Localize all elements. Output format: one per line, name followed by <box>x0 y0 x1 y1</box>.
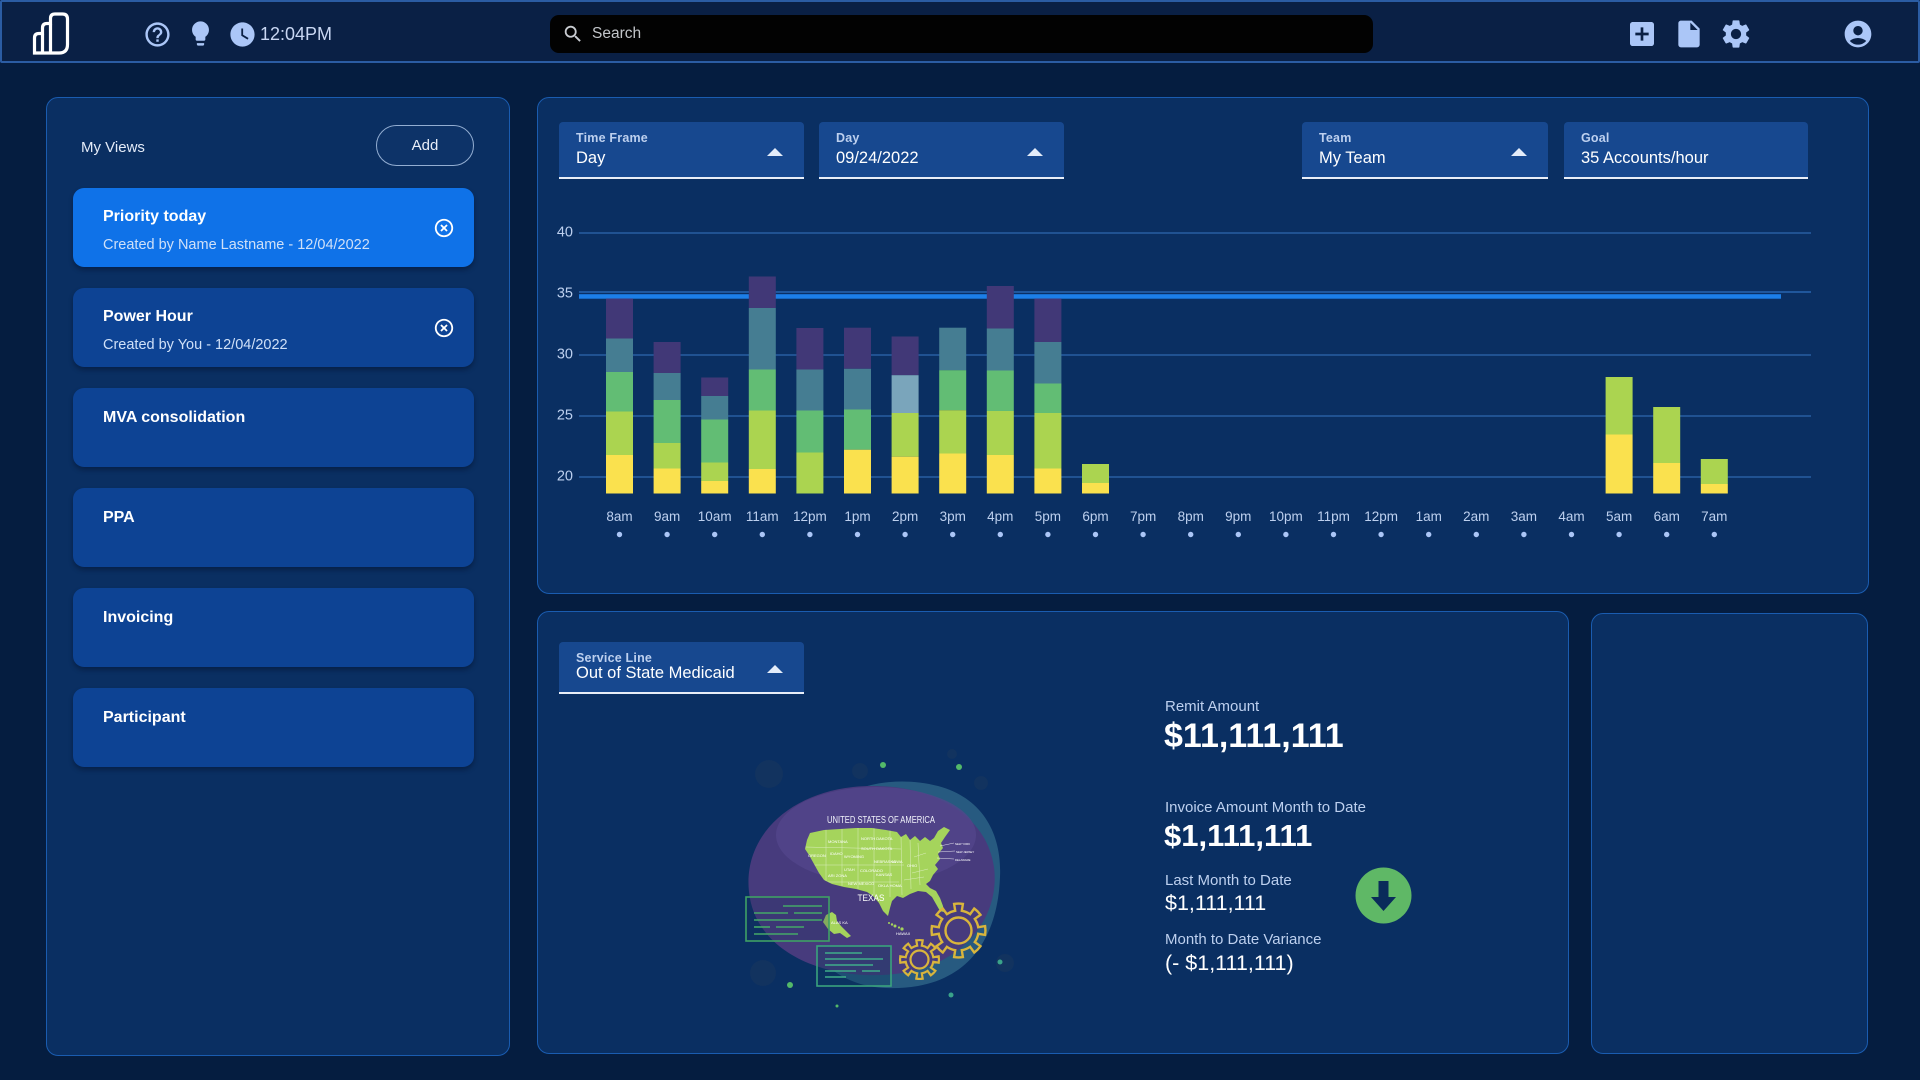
svg-text:10am: 10am <box>698 509 732 524</box>
svg-text:MONTANA: MONTANA <box>828 839 848 844</box>
svg-text:ALAS KA: ALAS KA <box>831 920 848 925</box>
svg-text:10pm: 10pm <box>1269 509 1303 524</box>
svg-text:25: 25 <box>557 408 573 424</box>
svg-text:NEW YORK: NEW YORK <box>955 842 970 846</box>
svg-text:NEW JERSEY: NEW JERSEY <box>956 850 974 854</box>
svg-text:35: 35 <box>557 286 573 302</box>
svg-text:20: 20 <box>557 469 573 485</box>
svg-text:UTAH: UTAH <box>844 867 855 872</box>
svg-text:NORTH DAKOTA: NORTH DAKOTA <box>861 836 893 841</box>
svg-text:11pm: 11pm <box>1317 509 1350 524</box>
svg-text:7pm: 7pm <box>1130 509 1156 524</box>
svg-text:8pm: 8pm <box>1178 509 1204 524</box>
svg-text:OKLA HOMA: OKLA HOMA <box>878 883 902 888</box>
svg-text:2pm: 2pm <box>892 509 918 524</box>
svg-text:3am: 3am <box>1511 509 1537 524</box>
svg-text:COLORADO: COLORADO <box>860 868 883 873</box>
svg-text:IDAHO: IDAHO <box>830 851 843 856</box>
svg-text:9am: 9am <box>654 509 680 524</box>
svg-text:6pm: 6pm <box>1082 509 1108 524</box>
svg-text:3pm: 3pm <box>940 509 966 524</box>
svg-text:7am: 7am <box>1701 509 1727 524</box>
svg-text:9pm: 9pm <box>1225 509 1251 524</box>
svg-text:30: 30 <box>557 347 573 363</box>
svg-text:KANSAS: KANSAS <box>876 872 893 877</box>
svg-text:SOUTH DAKOTA: SOUTH DAKOTA <box>861 846 893 851</box>
svg-text:1am: 1am <box>1416 509 1442 524</box>
svg-text:TEXAS: TEXAS <box>858 893 885 903</box>
svg-text:12pm: 12pm <box>793 509 827 524</box>
svg-text:6am: 6am <box>1654 509 1680 524</box>
svg-text:12pm: 12pm <box>1364 509 1398 524</box>
svg-text:ARI ZONA: ARI ZONA <box>828 873 847 878</box>
svg-text:11am: 11am <box>746 509 779 524</box>
svg-text:UNITED STATES OF AMERICA: UNITED STATES OF AMERICA <box>827 815 935 826</box>
svg-text:5am: 5am <box>1606 509 1632 524</box>
svg-text:NEW MEXICO: NEW MEXICO <box>848 881 874 886</box>
svg-text:40: 40 <box>557 225 573 241</box>
svg-text:4am: 4am <box>1558 509 1584 524</box>
svg-text:OHIO: OHIO <box>907 863 917 868</box>
svg-text:NEBRASKA: NEBRASKA <box>874 859 896 864</box>
svg-text:4pm: 4pm <box>987 509 1013 524</box>
svg-text:5pm: 5pm <box>1035 509 1061 524</box>
svg-text:HAWAII: HAWAII <box>896 931 910 936</box>
svg-text:1pm: 1pm <box>844 509 870 524</box>
svg-text:OREGON: OREGON <box>808 853 826 858</box>
svg-text:8am: 8am <box>606 509 632 524</box>
svg-text:2am: 2am <box>1463 509 1489 524</box>
svg-text:IOWA: IOWA <box>892 859 903 864</box>
svg-text:DELAWARE: DELAWARE <box>955 858 971 862</box>
svg-text:WYOMING: WYOMING <box>844 854 864 859</box>
